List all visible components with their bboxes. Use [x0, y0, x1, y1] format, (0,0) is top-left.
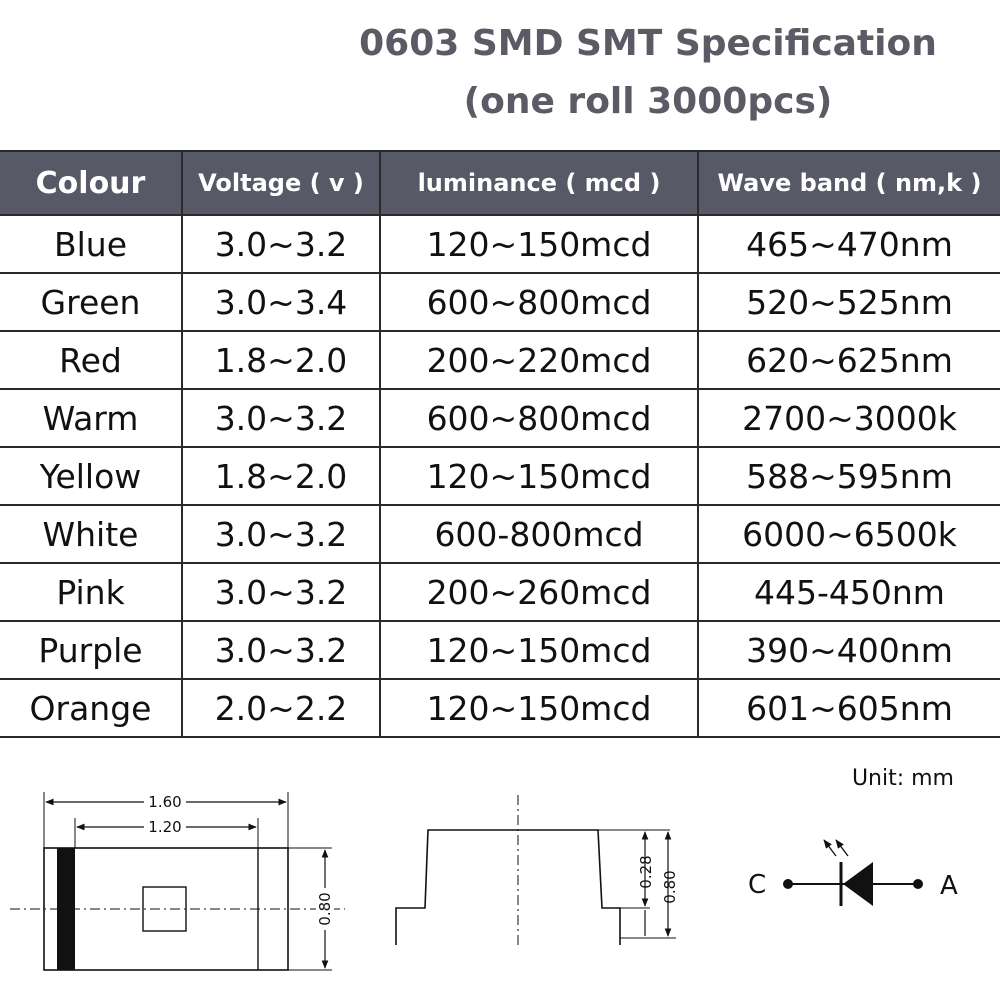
cell-voltage: 3.0~3.2	[181, 562, 381, 622]
cell-wave-band: 2700~3000k	[697, 388, 1000, 448]
dimension-drawing: 1.60 1.20 0.80 0.28 0.80 C A	[10, 792, 958, 971]
table-row: Red 1.8~2.0 200~220mcd 620~625nm	[0, 330, 1000, 390]
cell-luminance: 200~260mcd	[379, 562, 699, 622]
cell-luminance: 600-800mcd	[379, 504, 699, 564]
dim-width: 0.80	[316, 892, 334, 925]
cell-luminance: 120~150mcd	[379, 214, 699, 274]
cell-colour: Pink	[0, 562, 183, 622]
cell-colour: Orange	[0, 678, 183, 738]
top-view: 1.60 1.20 0.80	[10, 792, 345, 971]
light-arrow-icon	[823, 839, 837, 857]
anode-label: A	[940, 871, 958, 901]
cell-luminance: 120~150mcd	[379, 678, 699, 738]
title-line-1: 0603 SMD SMT Specification	[359, 23, 937, 64]
table-row: Yellow 1.8~2.0 120~150mcd 588~595nm	[0, 446, 1000, 506]
title-line-2: (one roll 3000pcs)	[463, 81, 833, 122]
cell-voltage: 1.8~2.0	[181, 446, 381, 506]
header-wave-band: Wave band ( nm,k )	[697, 150, 1000, 216]
cell-colour: Yellow	[0, 446, 183, 506]
cell-wave-band: 520~525nm	[697, 272, 1000, 332]
table-row: Purple 3.0~3.2 120~150mcd 390~400nm	[0, 620, 1000, 680]
dim-lens-height: 0.28	[637, 855, 655, 888]
cell-colour: Warm	[0, 388, 183, 448]
table-header-row: Colour Voltage ( v ) luminance ( mcd ) W…	[0, 150, 1000, 216]
led-profile	[395, 829, 621, 945]
cell-wave-band: 601~605nm	[697, 678, 1000, 738]
table-row: Orange 2.0~2.2 120~150mcd 601~605nm	[0, 678, 1000, 738]
dim-length: 1.60	[148, 793, 181, 811]
cell-voltage: 3.0~3.2	[181, 620, 381, 680]
spec-table: Colour Voltage ( v ) luminance ( mcd ) W…	[0, 150, 1000, 738]
cell-wave-band: 445-450nm	[697, 562, 1000, 622]
cell-luminance: 200~220mcd	[379, 330, 699, 390]
led-symbol: C A	[748, 839, 958, 906]
cell-wave-band: 465~470nm	[697, 214, 1000, 274]
dim-inner-length: 1.20	[148, 818, 181, 836]
cell-luminance: 600~800mcd	[379, 388, 699, 448]
cell-luminance: 120~150mcd	[379, 446, 699, 506]
cell-colour: Purple	[0, 620, 183, 680]
cell-luminance: 600~800mcd	[379, 272, 699, 332]
unit-label: Unit: mm	[851, 766, 954, 791]
cell-wave-band: 6000~6500k	[697, 504, 1000, 564]
cell-voltage: 1.8~2.0	[181, 330, 381, 390]
cell-colour: Blue	[0, 214, 183, 274]
table-row: Blue 3.0~3.2 120~150mcd 465~470nm	[0, 214, 1000, 274]
cell-voltage: 3.0~3.2	[181, 214, 381, 274]
cell-colour: Red	[0, 330, 183, 390]
header-colour: Colour	[0, 150, 183, 216]
table-row: Pink 3.0~3.2 200~260mcd 445-450nm	[0, 562, 1000, 622]
cell-colour: Green	[0, 272, 183, 332]
cell-wave-band: 620~625nm	[697, 330, 1000, 390]
cell-voltage: 3.0~3.2	[181, 388, 381, 448]
cell-wave-band: 588~595nm	[697, 446, 1000, 506]
header-luminance: luminance ( mcd )	[379, 150, 699, 216]
cell-voltage: 2.0~2.2	[181, 678, 381, 738]
page-title: 0603 SMD SMT Specification (one roll 300…	[328, 16, 968, 132]
cell-voltage: 3.0~3.4	[181, 272, 381, 332]
header-voltage: Voltage ( v )	[181, 150, 381, 216]
cell-luminance: 120~150mcd	[379, 620, 699, 680]
table-row: Warm 3.0~3.2 600~800mcd 2700~3000k	[0, 388, 1000, 448]
dim-total-height: 0.80	[661, 870, 679, 903]
cell-voltage: 3.0~3.2	[181, 504, 381, 564]
table-row: White 3.0~3.2 600-800mcd 6000~6500k	[0, 504, 1000, 564]
cell-colour: White	[0, 504, 183, 564]
cell-wave-band: 390~400nm	[697, 620, 1000, 680]
light-arrow-icon	[835, 839, 849, 857]
table-row: Green 3.0~3.4 600~800mcd 520~525nm	[0, 272, 1000, 332]
side-view: 0.28 0.80	[395, 795, 679, 945]
cathode-label: C	[748, 870, 766, 900]
